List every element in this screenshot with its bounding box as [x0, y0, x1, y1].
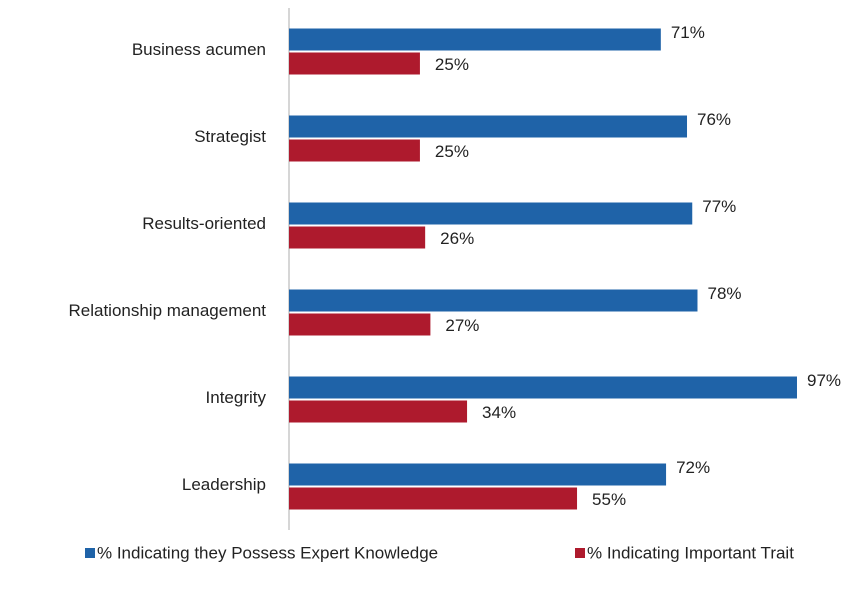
- value-label: 26%: [440, 229, 474, 248]
- bar: [289, 28, 661, 51]
- legend-label: % Indicating they Possess Expert Knowled…: [97, 543, 438, 562]
- value-label: 55%: [592, 490, 626, 509]
- legend-swatch: [575, 548, 585, 558]
- bar: [289, 313, 431, 336]
- category-label: Results-oriented: [142, 214, 266, 233]
- bar: [289, 226, 426, 249]
- value-label: 25%: [435, 55, 469, 74]
- value-label: 71%: [671, 23, 705, 42]
- bar: [289, 487, 578, 510]
- bar: [289, 115, 688, 138]
- value-label: 77%: [702, 197, 736, 216]
- value-label: 25%: [435, 142, 469, 161]
- value-label: 78%: [707, 284, 741, 303]
- category-label: Strategist: [194, 127, 266, 146]
- bar: [289, 52, 420, 75]
- bar: [289, 376, 797, 399]
- bar: [289, 202, 693, 225]
- bar: [289, 400, 468, 423]
- bar: [289, 463, 667, 486]
- category-label: Leadership: [182, 475, 266, 494]
- category-label: Relationship management: [68, 301, 266, 320]
- value-label: 72%: [676, 458, 710, 477]
- bar: [289, 139, 420, 162]
- category-label: Business acumen: [132, 40, 266, 59]
- value-label: 34%: [482, 403, 516, 422]
- value-label: 27%: [445, 316, 479, 335]
- value-label: 97%: [807, 371, 841, 390]
- category-label: Integrity: [206, 388, 267, 407]
- bar: [289, 289, 698, 312]
- legend-label: % Indicating Important Trait: [587, 543, 794, 562]
- value-label: 76%: [697, 110, 731, 129]
- legend-swatch: [85, 548, 95, 558]
